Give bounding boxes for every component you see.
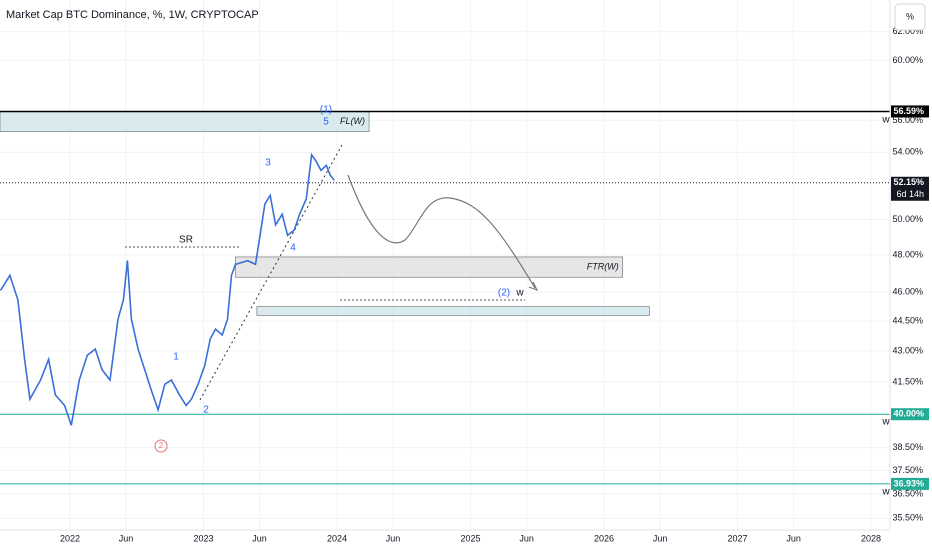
- y-tick-label: 41.50%: [892, 376, 923, 386]
- y-tick-label: 38.50%: [892, 442, 923, 452]
- price-badge: [891, 176, 929, 201]
- zone-label: FTR(W): [587, 261, 619, 271]
- chart-title: Market Cap BTC Dominance, %, 1W, CRYPTOC…: [6, 9, 259, 21]
- x-tick-label: 2028: [861, 533, 881, 543]
- y-tick-label: 43.00%: [892, 345, 923, 355]
- y-tick-label: 35.50%: [892, 513, 923, 523]
- y-tick-label: 56.00%: [892, 115, 923, 125]
- projection-arrow: [528, 281, 539, 292]
- axes: 62.00% 60.00% 56.00% 54.00% 50.00% 48.00% 46.0…: [60, 26, 929, 543]
- projection-path: [347, 174, 536, 289]
- x-tick-label: Jun: [119, 533, 134, 543]
- annotation: 2: [159, 441, 164, 450]
- annotation: w: [881, 417, 890, 428]
- y-tick-label: 62.00%: [892, 26, 923, 36]
- x-tick-label: 2022: [60, 533, 80, 543]
- price-badge: [891, 477, 929, 490]
- zone: [0, 111, 370, 132]
- y-tick-label: 46.00%: [892, 287, 923, 297]
- price-badge-label: 56.59%: [893, 106, 924, 116]
- x-tick-label: Jun: [786, 533, 801, 543]
- y-tick-label: 44.50%: [892, 316, 923, 326]
- y-tick-label: 48.00%: [892, 249, 923, 259]
- annotation: w: [515, 288, 524, 299]
- y-tick-label: 37.50%: [892, 465, 923, 475]
- zones: FL(W) FTR(W): [0, 111, 650, 316]
- annotation: (1): [320, 105, 332, 116]
- price-badge-sublabel: 6d 14h: [896, 189, 924, 199]
- x-tick-label: Jun: [519, 533, 534, 543]
- price-badge: [891, 408, 929, 421]
- zone: [256, 306, 650, 316]
- scale-button[interactable]: [894, 3, 926, 31]
- price-badge-label: 40.00%: [893, 409, 924, 419]
- x-tick-label: 2026: [594, 533, 614, 543]
- circle-marker: [154, 439, 168, 453]
- annotation: 3: [265, 158, 271, 169]
- price-badge-label: 36.93%: [893, 478, 924, 488]
- x-tick-label: Jun: [653, 533, 668, 543]
- scale-button-label[interactable]: %: [906, 11, 914, 21]
- annotation: SR: [179, 235, 193, 246]
- x-tick-label: 2027: [728, 533, 748, 543]
- series: [0, 152, 335, 426]
- zone: [235, 256, 624, 278]
- y-tick-label: 36.50%: [892, 489, 923, 499]
- trend-line: [199, 144, 343, 401]
- x-tick-label: Jun: [252, 533, 267, 543]
- x-tick-label: 2024: [327, 533, 347, 543]
- annotation: w: [881, 115, 890, 126]
- annotation: (2): [498, 288, 510, 299]
- price-badge: [891, 105, 929, 118]
- y-tick-label: 50.00%: [892, 214, 923, 224]
- price-badge-label: 52.15%: [893, 177, 924, 187]
- price-line: [0, 152, 335, 426]
- annotation: 5: [323, 117, 329, 128]
- annotation: 1: [173, 352, 179, 363]
- annotation: 2: [203, 405, 209, 416]
- x-tick-label: 2023: [193, 533, 213, 543]
- x-tick-label: Jun: [386, 533, 401, 543]
- y-tick-label: 54.00%: [892, 147, 923, 157]
- levels: [0, 110, 890, 485]
- annotation: 4: [290, 243, 296, 254]
- zone-label: FL(W): [340, 116, 365, 126]
- y-tick-label: 60.00%: [892, 55, 923, 65]
- annotation: w: [881, 487, 890, 498]
- x-tick-label: 2025: [460, 533, 480, 543]
